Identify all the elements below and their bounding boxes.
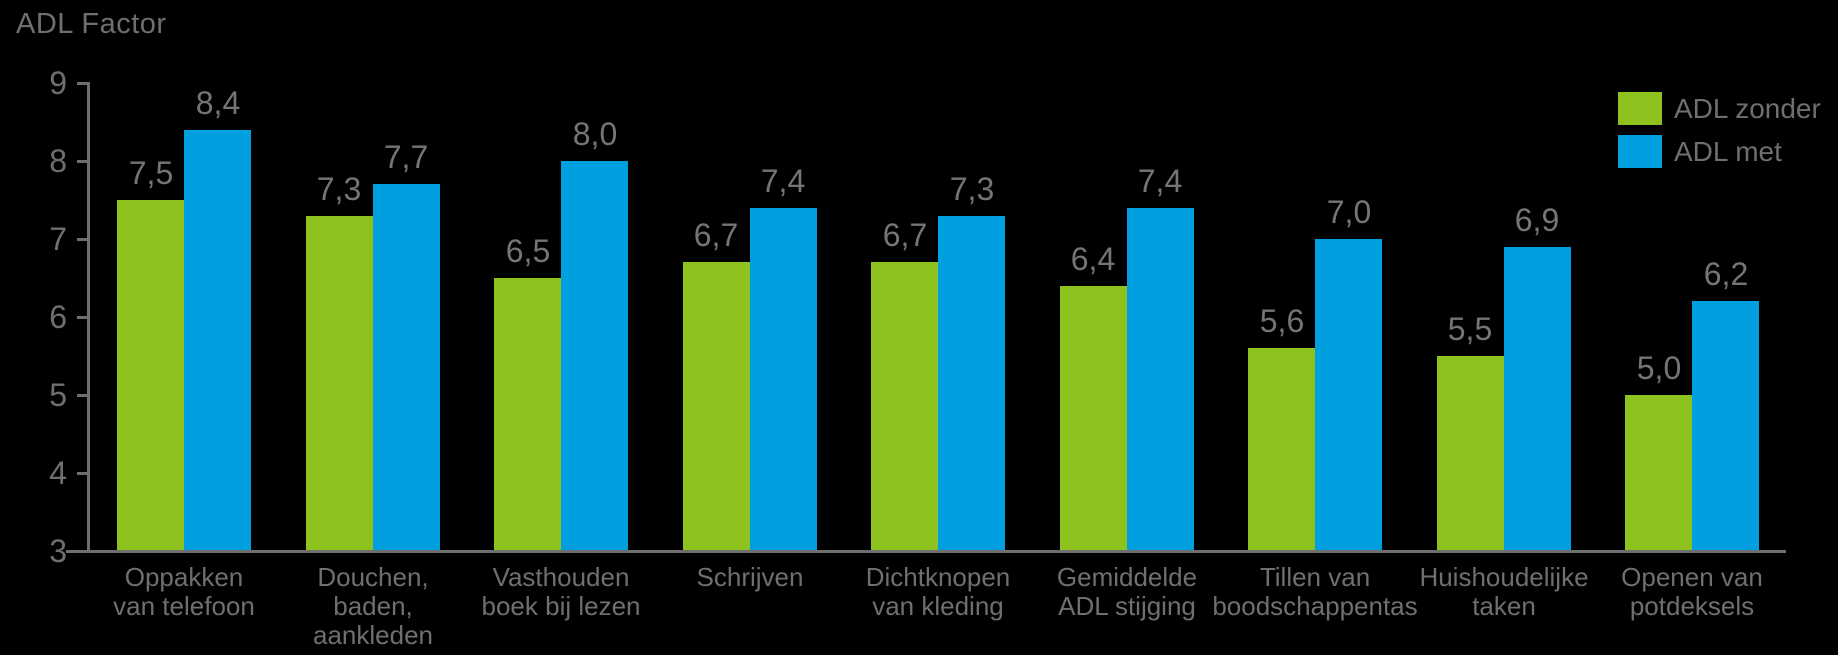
y-tick-label: 6 xyxy=(49,299,67,335)
value-label: 6,7 xyxy=(693,217,739,253)
category-label: Gemiddelde ADL stijging xyxy=(1056,562,1198,621)
chart-title: ADL Factor xyxy=(16,8,167,40)
bar-met xyxy=(938,216,1005,553)
bar-met xyxy=(1692,301,1759,553)
y-tick-label: 9 xyxy=(49,65,67,101)
y-tick-mark xyxy=(77,394,88,397)
value-label: 6,5 xyxy=(505,233,551,269)
y-tick-mark xyxy=(77,238,88,241)
y-tick-label: 7 xyxy=(49,221,67,257)
value-label: 6,4 xyxy=(1070,241,1116,277)
value-label: 7,4 xyxy=(760,163,806,199)
value-label: 6,2 xyxy=(1703,256,1749,292)
value-label: 7,3 xyxy=(316,171,362,207)
value-label: 7,7 xyxy=(383,139,429,175)
y-tick-mark xyxy=(77,82,88,85)
legend-item-adl-zonder: ADL zonder xyxy=(1618,92,1821,125)
y-tick-label: 3 xyxy=(49,533,67,569)
bar-zonder xyxy=(683,262,750,553)
bar-met xyxy=(1127,208,1194,553)
value-label: 5,5 xyxy=(1447,311,1493,347)
x-axis-line xyxy=(66,550,1786,553)
legend-swatch-zonder-icon xyxy=(1618,92,1662,125)
legend: ADL zonder ADL met xyxy=(1618,92,1821,178)
value-label: 7,4 xyxy=(1137,163,1183,199)
value-label: 5,6 xyxy=(1259,303,1305,339)
bar-zonder xyxy=(494,278,561,553)
value-label: 7,3 xyxy=(949,171,995,207)
bar-met xyxy=(561,161,628,553)
legend-swatch-met-icon xyxy=(1618,135,1662,168)
bar-zonder xyxy=(1437,356,1504,553)
y-axis-line xyxy=(87,82,90,553)
category-label: Vasthouden boek bij lezen xyxy=(481,562,641,621)
category-label: Schrijven xyxy=(696,562,804,592)
category-label: Oppakken van telefoon xyxy=(113,562,255,621)
bar-zonder xyxy=(1248,348,1315,553)
bar-zonder xyxy=(871,262,938,553)
value-label: 8,0 xyxy=(572,116,618,152)
value-label: 6,9 xyxy=(1514,202,1560,238)
value-label: 7,0 xyxy=(1326,194,1372,230)
category-label: Tillen van boodschappentas xyxy=(1212,562,1418,621)
bar-met xyxy=(1504,247,1571,553)
category-label: Dichtknopen van kleding xyxy=(865,562,1011,621)
bar-met xyxy=(750,208,817,553)
y-tick-label: 8 xyxy=(49,143,67,179)
legend-label-zonder: ADL zonder xyxy=(1674,92,1821,124)
bar-met xyxy=(184,130,251,553)
bar-zonder xyxy=(1060,286,1127,553)
legend-label-met: ADL met xyxy=(1674,135,1782,167)
value-label: 5,0 xyxy=(1636,350,1682,386)
category-label: Openen van potdeksels xyxy=(1621,562,1763,621)
value-label: 6,7 xyxy=(882,217,928,253)
bar-zonder xyxy=(1625,395,1692,553)
y-tick-label: 5 xyxy=(49,377,67,413)
value-label: 8,4 xyxy=(195,85,241,121)
bar-zonder xyxy=(306,216,373,553)
y-tick-mark xyxy=(77,316,88,319)
category-label: Huishoudelijke taken xyxy=(1419,562,1589,621)
bar-zonder xyxy=(117,200,184,553)
value-label: 7,5 xyxy=(128,155,174,191)
legend-item-adl-met: ADL met xyxy=(1618,135,1821,168)
bar-met xyxy=(1315,239,1382,553)
bar-met xyxy=(373,184,440,553)
y-tick-mark xyxy=(77,160,88,163)
y-tick-mark xyxy=(77,472,88,475)
category-label: Douchen, baden, aankleden xyxy=(313,562,433,650)
y-tick-label: 4 xyxy=(49,455,67,491)
